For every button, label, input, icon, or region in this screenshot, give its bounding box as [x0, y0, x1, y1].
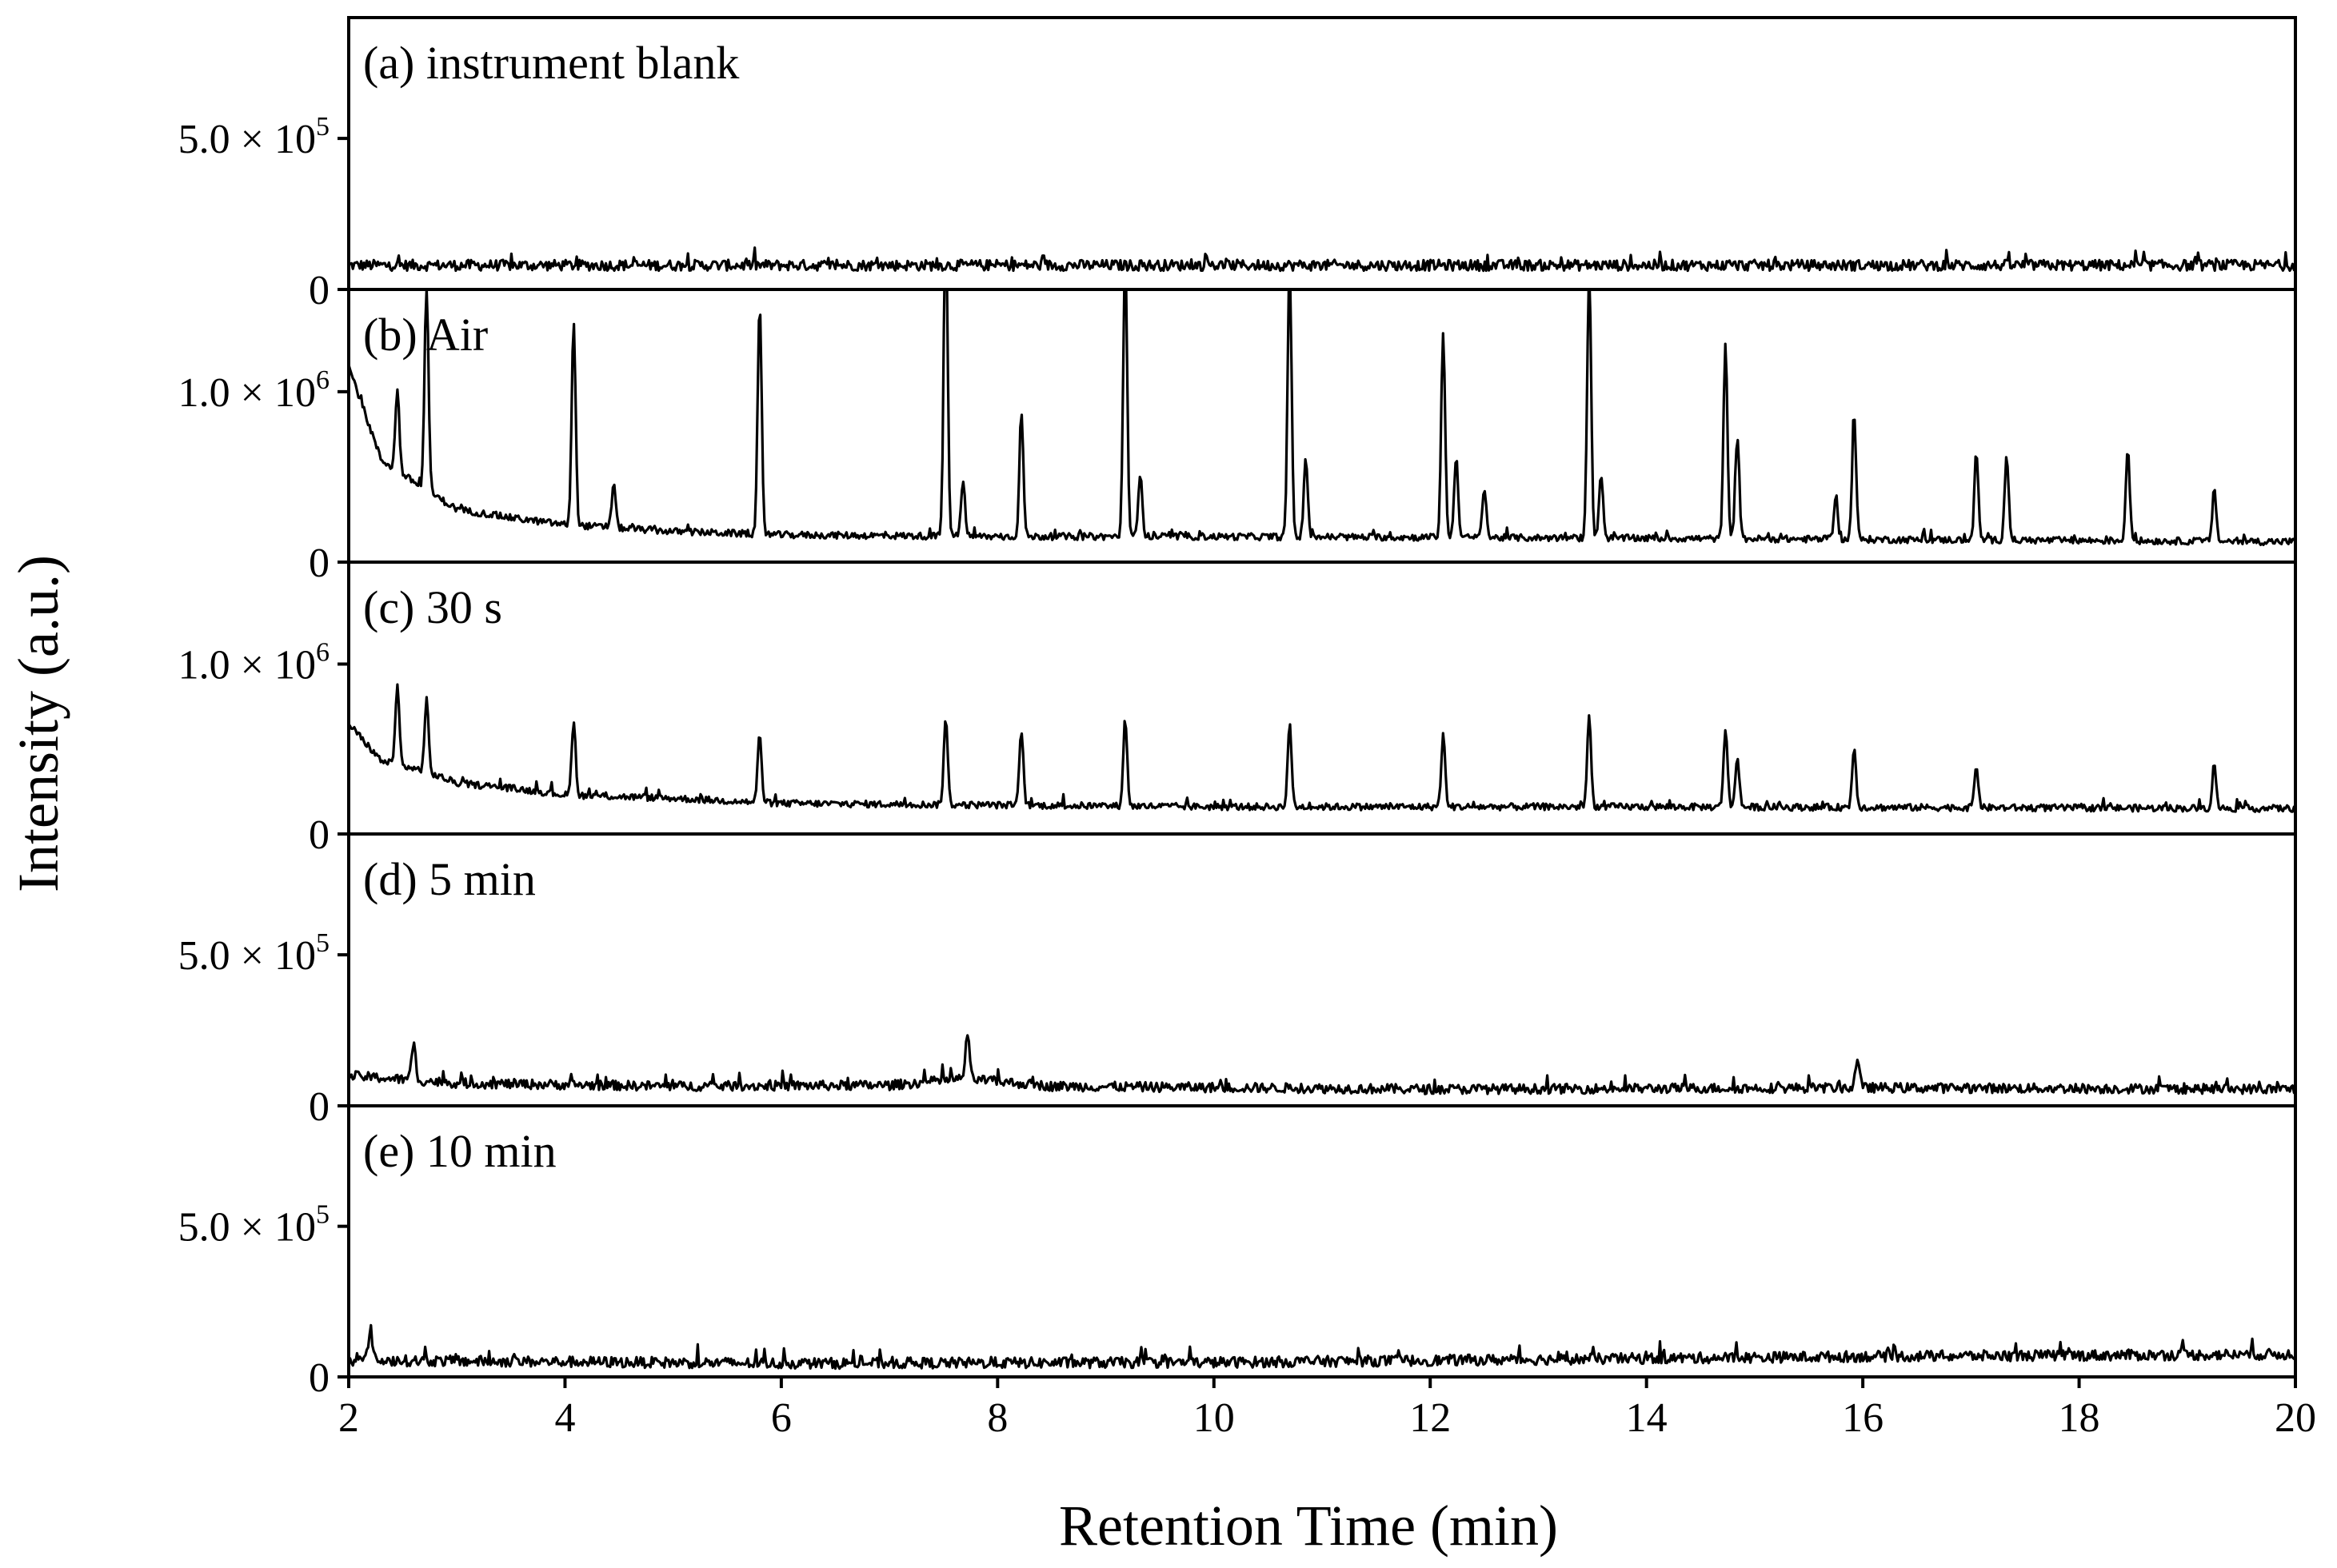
x-axis-title: Retention Time (min) [1059, 1494, 1558, 1558]
x-tick-label: 10 [1193, 1395, 1235, 1441]
x-tick-label: 20 [2275, 1395, 2316, 1441]
x-tick-label: 12 [1409, 1395, 1451, 1441]
x-tick-label: 4 [554, 1395, 575, 1441]
panel-label-a: (a) instrument blank [363, 37, 739, 89]
x-tick-label: 6 [771, 1395, 792, 1441]
x-axis: 2 4 6 8 10 12 14 16 18 20 [338, 1377, 2316, 1441]
panel-e: (e) 10 min 0 5.0 × 105 [178, 1104, 2297, 1401]
y-tick-label-d: 5.0 × 105 [178, 928, 330, 979]
trace-c [349, 683, 2295, 813]
trace-a [349, 246, 2295, 273]
y-tick-label-c: 1.0 × 106 [178, 638, 330, 688]
panel-label-c: (c) 30 s [363, 581, 502, 633]
y-tick-label-e: 5.0 × 105 [178, 1200, 330, 1251]
x-tick-label: 16 [1842, 1395, 1884, 1441]
panel-b: (b) Air 0 1.0 × 106 [178, 288, 2297, 586]
y-tick-label-b: 1.0 × 106 [178, 365, 330, 416]
panel-d: (d) 5 min 0 5.0 × 105 [178, 832, 2297, 1130]
y-tick-label-b: 0 [309, 541, 330, 586]
panel-label-b: (b) Air [363, 309, 488, 361]
panel-c: (c) 30 s 0 1.0 × 106 [178, 561, 2297, 858]
trace-e [349, 1323, 2295, 1371]
y-tick-label-c: 0 [309, 812, 330, 858]
y-tick-label-a: 0 [309, 268, 330, 313]
trace-b [349, 289, 2295, 546]
y-tick-label-a: 5.0 × 105 [178, 112, 330, 162]
y-tick-label-e: 0 [309, 1355, 330, 1401]
x-tick-label: 18 [2059, 1395, 2100, 1441]
y-tick-label-d: 0 [309, 1084, 330, 1130]
panel-label-d: (d) 5 min [363, 853, 536, 905]
y-axis-title: Intensity (a.u.) [6, 555, 70, 892]
panel-a: (a) instrument blank 0 5.0 × 105 [178, 16, 2297, 313]
x-tick-label: 8 [987, 1395, 1008, 1441]
panel-frame-c [347, 561, 2297, 836]
x-tick-label: 2 [338, 1395, 359, 1441]
panels: (a) instrument blank 0 5.0 × 105 (b) Air 0 1.… [178, 16, 2297, 1401]
panel-frame-d [347, 832, 2297, 1107]
panel-frame-e [347, 1104, 2297, 1378]
x-tick-label: 14 [1626, 1395, 1668, 1441]
panel-label-e: (e) 10 min [363, 1125, 557, 1177]
trace-d [349, 1034, 2295, 1095]
